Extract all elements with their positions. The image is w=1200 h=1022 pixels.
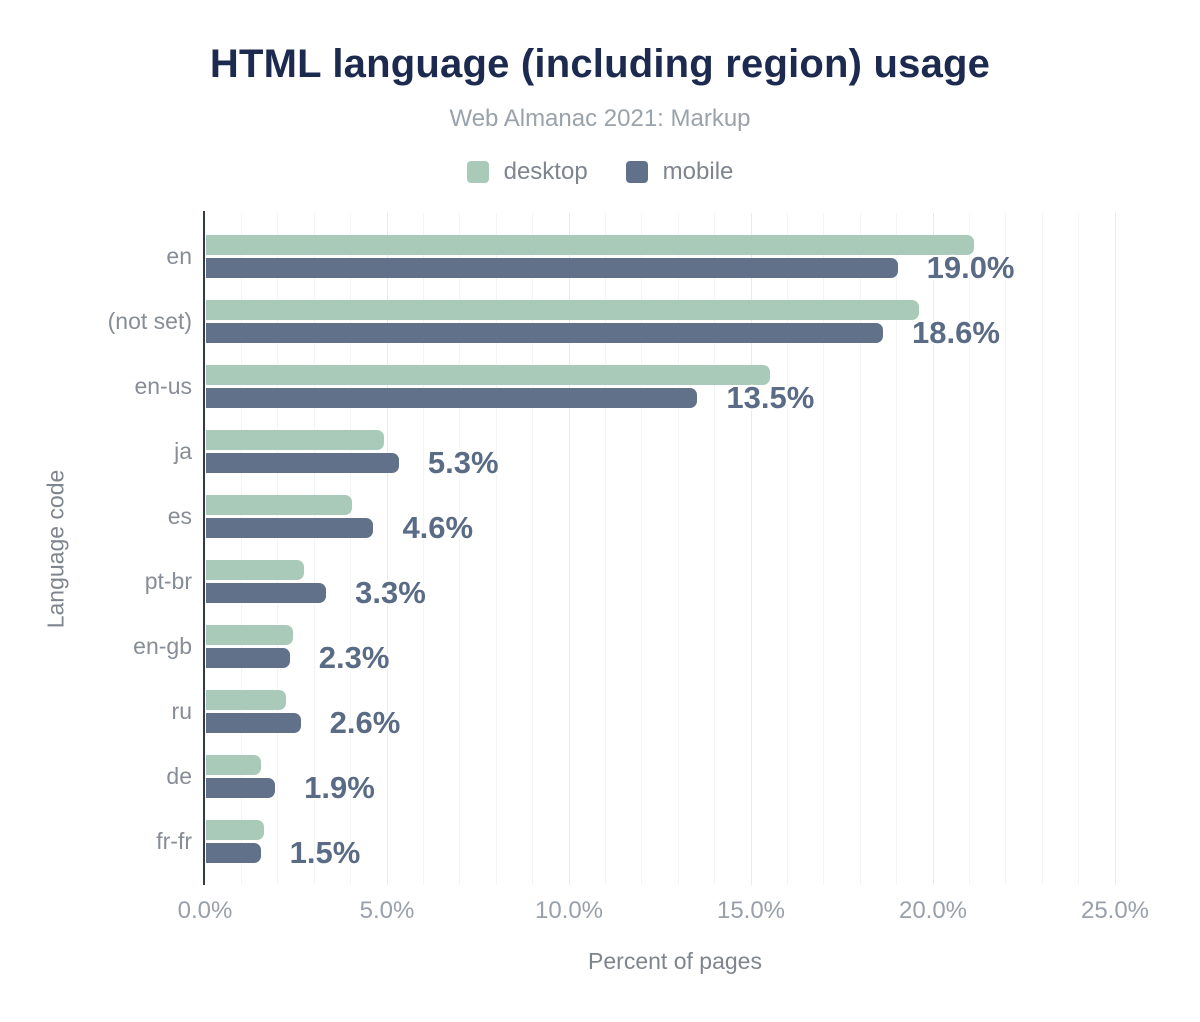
gridline-minor: [495, 213, 497, 885]
category-label-en-gb: en-gb: [133, 633, 192, 659]
bar-mobile-de: [206, 777, 276, 798]
gridline-major: [568, 213, 570, 885]
gridline-minor: [896, 213, 898, 885]
bar-mobile-en-gb: [206, 647, 290, 668]
legend-item-mobile[interactable]: mobile: [625, 158, 734, 186]
bar-mobile-en: [206, 257, 898, 278]
bar-mobile-pt-br: [206, 582, 327, 603]
gridline-minor: [240, 213, 242, 885]
gridline-minor: [350, 213, 352, 885]
value-label-fr-fr: 1.5%: [289, 834, 361, 870]
bar-desktop-ru: [206, 689, 287, 710]
gridline-minor: [532, 213, 534, 885]
plot-area: en 19.0% (not set) 18.6% en-us 13.5% ja 5.3% es 4…: [108, 211, 1149, 924]
gridline-minor: [968, 213, 970, 885]
category-label-pt-br: pt-br: [144, 568, 192, 594]
gridline-minor: [277, 213, 279, 885]
bar-desktop-pt-br: [206, 559, 305, 580]
bar-mobile-ja: [206, 452, 399, 473]
legend-swatch-desktop-icon: [466, 161, 489, 183]
chart-title: HTML language (including region) usage: [209, 42, 991, 86]
gridline-major: [932, 213, 934, 885]
category-label-en: en: [166, 243, 192, 269]
category-label-de: de: [166, 763, 192, 789]
x-tick-label-20: 20.0%: [898, 897, 968, 924]
x-tick-label-25: 25.0%: [1080, 897, 1150, 924]
bar-desktop-fr-fr: [206, 819, 265, 840]
x-tick-label-10: 10.0%: [534, 897, 604, 924]
x-tick-label-15: 15.0%: [716, 897, 786, 924]
x-tick-label-0: 0.0%: [177, 897, 233, 924]
bar-desktop-en: [206, 234, 975, 255]
value-label-ru: 2.6%: [329, 704, 401, 740]
legend: desktop mobile: [0, 158, 1200, 186]
y-axis-line: [203, 211, 205, 885]
value-label-notset: 18.6%: [912, 314, 1000, 350]
gridline-minor: [604, 213, 606, 885]
value-label-de: 1.9%: [304, 769, 375, 805]
gridline-minor: [422, 213, 424, 885]
value-label-pt-br: 3.3%: [355, 574, 426, 610]
category-label-notset: (not set): [107, 308, 192, 334]
gridline-minor: [313, 213, 315, 885]
gridline-major: [750, 213, 752, 885]
legend-label-desktop: desktop: [503, 158, 588, 185]
gridline-minor: [641, 213, 643, 885]
gridline-minor: [786, 213, 788, 885]
x-axis-title: Percent of pages: [588, 948, 762, 974]
bar-desktop-es: [206, 494, 352, 515]
chart-subtitle: Web Almanac 2021: Markup: [449, 105, 751, 132]
category-label-en-us: en-us: [134, 373, 192, 399]
value-label-en-us: 13.5%: [726, 379, 815, 415]
bar-desktop-en-us: [206, 364, 771, 385]
category-label-ja: ja: [174, 438, 192, 464]
gridline-minor: [714, 213, 716, 885]
bar-mobile-fr-fr: [206, 842, 261, 863]
legend-swatch-mobile-icon: [625, 161, 648, 183]
legend-label-mobile: mobile: [662, 158, 734, 185]
gridline-minor: [1041, 213, 1043, 885]
bar-desktop-ja: [206, 429, 385, 450]
gridline-minor: [459, 213, 461, 885]
bar-mobile-ru: [206, 712, 301, 733]
y-axis-title: Language code: [42, 469, 69, 629]
gridline-minor: [677, 213, 679, 885]
legend-item-desktop[interactable]: desktop: [466, 158, 588, 186]
gridline-minor: [1078, 213, 1080, 885]
category-label-es: es: [167, 503, 192, 529]
value-label-es: 4.6%: [402, 509, 474, 545]
bar-desktop-de: [206, 754, 261, 775]
bar-mobile-en-us: [206, 387, 698, 408]
category-label-ru: ru: [171, 698, 192, 724]
gridline-major: [1114, 213, 1116, 885]
x-tick-label-5: 5.0%: [359, 897, 415, 924]
value-label-en-gb: 2.3%: [318, 639, 390, 675]
bar-desktop-notset: [206, 299, 920, 320]
value-label-ja: 5.3%: [427, 444, 499, 480]
gridline-minor: [823, 213, 825, 885]
gridline-minor: [859, 213, 861, 885]
bar-mobile-es: [206, 517, 374, 538]
value-label-en: 19.0%: [926, 249, 1015, 285]
bar-desktop-en-gb: [206, 624, 294, 645]
bar-mobile-notset: [206, 322, 884, 343]
category-label-fr-fr: fr-fr: [156, 828, 192, 854]
gridline-minor: [1005, 213, 1007, 885]
gridline-major: [386, 213, 388, 885]
